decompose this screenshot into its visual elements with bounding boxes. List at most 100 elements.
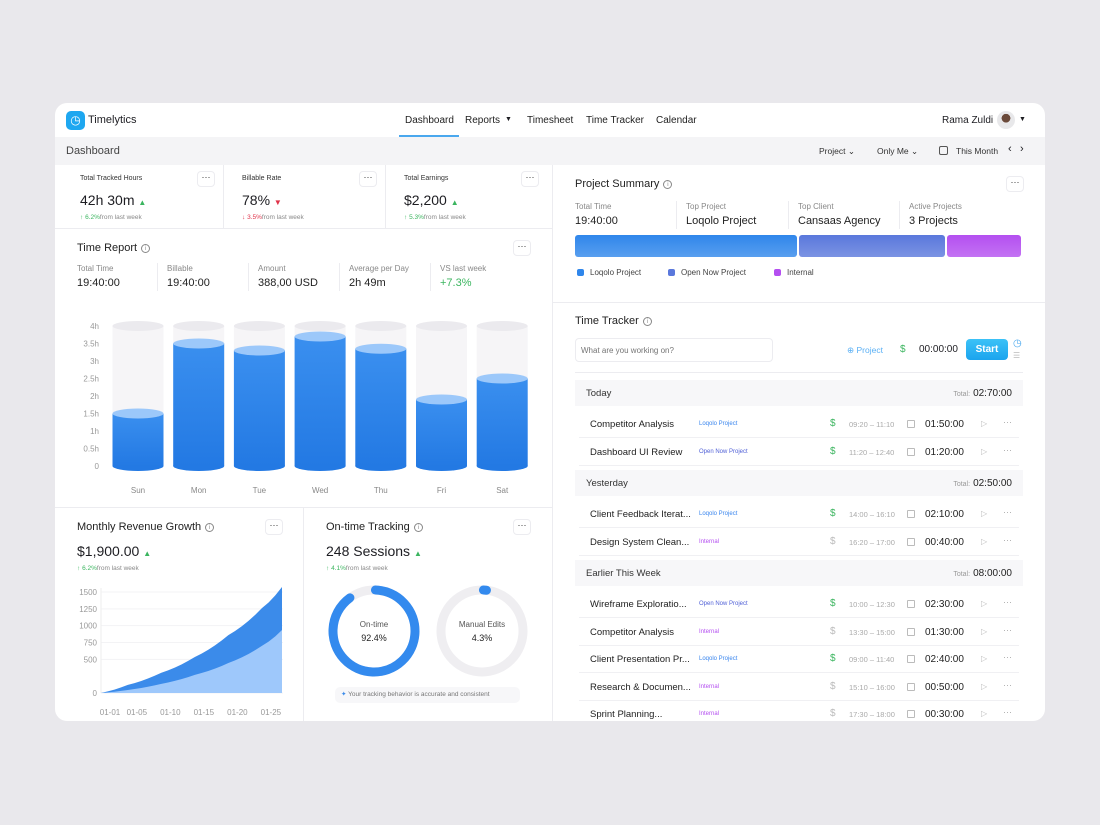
gauge-value: 4.3%: [472, 633, 493, 643]
nav-timesheet[interactable]: Timesheet: [527, 115, 574, 126]
nav-dashboard[interactable]: Dashboard: [405, 115, 454, 126]
bar-track-cap: [294, 321, 346, 331]
play-icon[interactable]: ▷: [981, 654, 988, 663]
billable-toggle[interactable]: $: [900, 344, 906, 355]
time-entry-row[interactable]: Dashboard UI Review Open Now Project $11:2…: [579, 439, 1019, 466]
nav-calendar[interactable]: Calendar: [656, 115, 697, 126]
more-button[interactable]: ···: [1006, 176, 1024, 192]
trend-up-icon: ▲: [143, 549, 152, 558]
info-icon[interactable]: i: [141, 244, 151, 253]
dollar-icon[interactable]: $: [830, 598, 836, 609]
entry-time-range: 16:20 – 17:00: [849, 537, 895, 547]
period-filter[interactable]: This Month: [956, 146, 999, 156]
start-button[interactable]: Start: [966, 339, 1008, 360]
kpi-label: Total Earnings: [404, 175, 449, 182]
play-icon[interactable]: ▷: [981, 599, 988, 608]
summary-value: Cansaas Agency: [798, 215, 881, 227]
list-mode-icon[interactable]: ☰: [1013, 351, 1021, 360]
play-icon[interactable]: ▷: [981, 446, 988, 456]
project-share-segment[interactable]: [946, 235, 1021, 257]
summary-label: Top Project: [686, 202, 727, 211]
time-entry-row[interactable]: Competitor Analysis Loqolo Project $09:20 …: [579, 411, 1019, 438]
play-icon[interactable]: ▷: [981, 709, 988, 718]
calendar-icon[interactable]: [907, 420, 915, 428]
more-button[interactable]: ···: [265, 519, 283, 535]
add-project-button[interactable]: ⊕ Project: [847, 345, 883, 355]
more-button[interactable]: ···: [513, 240, 531, 256]
more-icon[interactable]: ···: [1003, 534, 1012, 545]
ontime-gauges: On-time 92.4% Manual Edits 4.3%: [328, 585, 528, 677]
calendar-icon[interactable]: [907, 682, 915, 691]
play-icon[interactable]: ▷: [981, 419, 988, 428]
time-entry-row[interactable]: Design System Clean... Internal $16:20 – 1…: [579, 529, 1019, 556]
chevron-right-icon[interactable]: ›: [1020, 143, 1024, 155]
more-icon[interactable]: ···: [1003, 444, 1012, 455]
dollar-icon[interactable]: $: [830, 418, 836, 429]
dollar-icon[interactable]: $: [830, 508, 836, 519]
calendar-icon[interactable]: [907, 510, 915, 518]
project-filter[interactable]: Project ⌄: [819, 146, 855, 157]
time-entry-row[interactable]: Sprint Planning... Internal $17:30 – 18:00…: [579, 701, 1019, 721]
more-icon[interactable]: ···: [1003, 707, 1012, 717]
chevron-left-icon[interactable]: ‹: [1008, 143, 1012, 155]
time-entry-row[interactable]: Client Presentation Pr... Loqolo Project $…: [579, 646, 1019, 673]
clock-mode-icon[interactable]: ◷: [1013, 338, 1022, 349]
avatar[interactable]: [997, 111, 1015, 129]
more-button[interactable]: ···: [359, 171, 377, 187]
nav-time-tracker[interactable]: Time Tracker: [586, 115, 644, 126]
info-icon[interactable]: i: [413, 523, 423, 532]
play-icon[interactable]: ▷: [981, 536, 988, 546]
more-button[interactable]: ···: [521, 171, 539, 187]
play-icon[interactable]: ▷: [981, 626, 988, 636]
summary-value: Loqolo Project: [686, 215, 757, 227]
ontime-value: 248 Sessions ▲: [326, 543, 422, 559]
dollar-icon[interactable]: $: [830, 625, 836, 637]
calendar-icon[interactable]: [907, 627, 915, 636]
info-icon[interactable]: i: [663, 180, 673, 189]
entry-duration: 00:40:00: [925, 536, 964, 548]
project-share-segment[interactable]: [799, 235, 945, 257]
entry-project: Loqolo Project: [699, 656, 738, 662]
summary-value: 19:40:00: [575, 215, 618, 227]
play-icon[interactable]: ▷: [981, 509, 988, 518]
play-icon[interactable]: ▷: [981, 681, 988, 691]
more-icon[interactable]: ···: [1003, 624, 1012, 635]
member-filter[interactable]: Only Me ⌄: [877, 146, 918, 157]
area-series-2: [101, 630, 282, 693]
dollar-icon[interactable]: $: [830, 445, 836, 457]
calendar-icon[interactable]: [907, 710, 915, 718]
entry-project: Internal: [699, 538, 720, 545]
caret-down-icon[interactable]: ▼: [1019, 116, 1026, 123]
page-title: Dashboard: [66, 145, 120, 157]
dollar-icon[interactable]: $: [830, 653, 836, 664]
more-button[interactable]: ···: [197, 171, 215, 187]
calendar-icon[interactable]: [907, 537, 915, 546]
info-icon[interactable]: i: [205, 523, 215, 532]
dollar-icon[interactable]: $: [830, 680, 836, 692]
more-icon[interactable]: ···: [1003, 417, 1012, 427]
time-entry-row[interactable]: Wireframe Exploratio... Open Now Project $…: [579, 591, 1019, 618]
more-icon[interactable]: ···: [1003, 597, 1012, 607]
more-button[interactable]: ···: [513, 519, 531, 535]
entry-task: Sprint Planning...: [590, 709, 663, 720]
more-icon[interactable]: ···: [1003, 507, 1012, 517]
task-input[interactable]: [575, 338, 773, 362]
time-entry-row[interactable]: Client Feedback Iterat... Loqolo Project $…: [579, 501, 1019, 528]
project-share-segment[interactable]: [575, 235, 797, 257]
x-tick-label: 01-25: [261, 708, 282, 717]
time-entry-row[interactable]: Research & Documen... Internal $15:10 – 16…: [579, 674, 1019, 701]
calendar-icon[interactable]: [907, 447, 915, 456]
dollar-icon[interactable]: $: [830, 708, 836, 719]
more-icon[interactable]: ···: [1003, 679, 1012, 690]
dollar-icon[interactable]: $: [830, 535, 836, 547]
gauge-arc: [328, 585, 420, 677]
kpi-delta: ↓ 3.5%from last week: [242, 214, 304, 221]
more-icon[interactable]: ···: [1003, 652, 1012, 662]
calendar-icon[interactable]: [907, 655, 915, 663]
entry-duration: 01:30:00: [925, 626, 964, 638]
time-entry-row[interactable]: Competitor Analysis Internal $13:30 – 15:0…: [579, 619, 1019, 646]
info-icon[interactable]: i: [642, 317, 652, 326]
nav-reports[interactable]: Reports: [465, 115, 501, 126]
calendar-icon[interactable]: [907, 600, 915, 608]
user-name[interactable]: Rama Zuldi: [942, 115, 994, 126]
